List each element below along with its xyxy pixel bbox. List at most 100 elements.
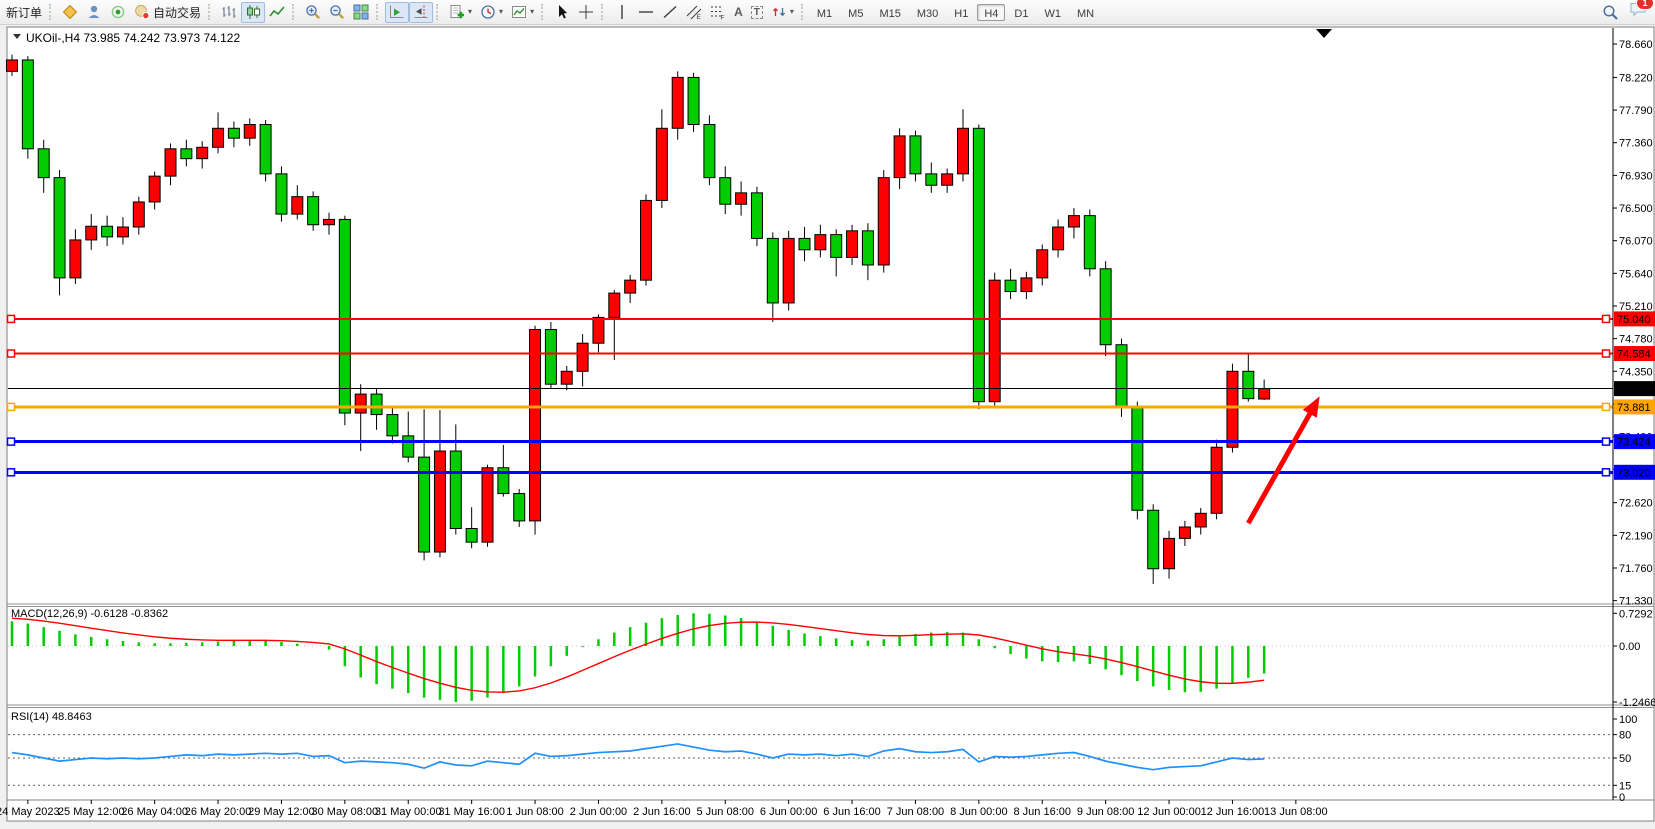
timeframe-M5[interactable]: M5: [841, 4, 870, 21]
svg-text:13 Jun 08:00: 13 Jun 08:00: [1264, 806, 1328, 818]
svg-text:74.584: 74.584: [1617, 349, 1651, 361]
hline-handle: [6, 314, 16, 324]
cursor-button[interactable]: [550, 2, 574, 23]
toolbar-grip: [541, 4, 547, 20]
macd-pane: 0.7292 0.00 -1.2466 MACD(12,26,9) -0.6128 -…: [8, 608, 1655, 709]
notifications-button[interactable]: 1: [1629, 0, 1654, 23]
horizontal-lines-layer[interactable]: [6, 314, 1614, 477]
trend-arrow-annotation[interactable]: [1246, 396, 1320, 525]
chart-title: UKOil-,H4 73.985 74.242 73.973 74.122: [13, 31, 240, 45]
equidistant-channel-button[interactable]: E: [682, 2, 706, 23]
hline-handle: [6, 437, 16, 446]
chart-shift-button[interactable]: [409, 1, 434, 23]
toolbar-grip: [436, 4, 442, 20]
svg-text:8 Jun 16:00: 8 Jun 16:00: [1014, 806, 1072, 818]
toolbar-right: 1: [1598, 0, 1654, 23]
rsi-label: RSI(14) 48.8463: [11, 711, 92, 723]
trendline-icon: [662, 4, 678, 20]
fibonacci-button[interactable]: F: [706, 2, 730, 23]
svg-text:31 May 16:00: 31 May 16:00: [438, 806, 505, 818]
svg-text:-1.2466: -1.2466: [1619, 697, 1655, 709]
svg-text:12 Jun 16:00: 12 Jun 16:00: [1201, 806, 1265, 818]
toolbar-grip: [601, 4, 607, 20]
new-order-label: 新订单: [6, 5, 43, 20]
search-button[interactable]: [1598, 2, 1623, 23]
crosshair-button[interactable]: [574, 2, 598, 23]
svg-text:31 May 00:00: 31 May 00:00: [375, 806, 442, 818]
svg-text:80: 80: [1619, 730, 1631, 742]
svg-text:6 Jun 00:00: 6 Jun 00:00: [760, 806, 818, 818]
text-label-icon: T: [750, 5, 763, 19]
metaquotes-button[interactable]: [58, 2, 82, 23]
tile-windows-button[interactable]: [349, 2, 373, 23]
candlestick-chart-button[interactable]: [241, 1, 266, 23]
community-icon: [86, 4, 102, 20]
svg-text:73.881: 73.881: [1617, 402, 1651, 414]
zoom-in-icon: [305, 4, 321, 20]
hline-handle: [6, 402, 16, 412]
new-order-button[interactable]: 新订单: [2, 2, 46, 23]
svg-text:72.620: 72.620: [1619, 498, 1653, 510]
trendline-button[interactable]: [658, 2, 682, 23]
toolbar-grip: [208, 4, 214, 20]
timeframe-W1[interactable]: W1: [1037, 4, 1068, 21]
line-chart-button[interactable]: [265, 2, 289, 23]
notification-badge: 1: [1636, 0, 1654, 10]
bar-chart-button[interactable]: [217, 2, 241, 23]
zoom-out-icon: [329, 4, 345, 20]
svg-text:26 May 04:00: 26 May 04:00: [121, 806, 188, 818]
hline-handle: [1601, 437, 1611, 446]
line-chart-icon: [269, 4, 285, 20]
horizontal-line-icon: [638, 4, 654, 20]
zoom-in-button[interactable]: [301, 2, 325, 23]
hline-handle: [1601, 314, 1611, 324]
svg-text:29 May 12:00: 29 May 12:00: [248, 806, 315, 818]
svg-text:9 Jun 08:00: 9 Jun 08:00: [1077, 806, 1135, 818]
timeframe-MN[interactable]: MN: [1070, 4, 1101, 21]
horizontal-line-button[interactable]: [634, 2, 658, 23]
hline-handle: [6, 349, 16, 358]
svg-text:78.660: 78.660: [1619, 39, 1653, 51]
price-badges: 75.040 74.584 74.122 73.881 73.424 73.020: [1614, 311, 1655, 480]
cursor-icon: [554, 4, 570, 20]
svg-text:73.020: 73.020: [1617, 467, 1651, 479]
timeframe-M1[interactable]: M1: [810, 4, 839, 21]
svg-text:25 May 12:00: 25 May 12:00: [58, 806, 125, 818]
signals-button[interactable]: [106, 2, 130, 23]
text-label-button[interactable]: T: [747, 2, 767, 23]
autotrade-icon: [134, 4, 150, 20]
chart-shift-marker[interactable]: [1316, 29, 1332, 38]
svg-text:12 Jun 00:00: 12 Jun 00:00: [1137, 806, 1201, 818]
svg-text:7 Jun 08:00: 7 Jun 08:00: [887, 806, 945, 818]
chart-shift-icon: [413, 4, 429, 20]
svg-text:71.760: 71.760: [1619, 563, 1653, 575]
timeframe-H1[interactable]: H1: [947, 4, 975, 21]
indicators-button[interactable]: ▾: [445, 2, 476, 23]
autotrade-button[interactable]: 自动交易: [130, 2, 205, 23]
zoom-out-button[interactable]: [325, 2, 349, 23]
community-button[interactable]: [82, 2, 106, 23]
periods-button[interactable]: ▾: [476, 2, 507, 23]
text-button[interactable]: A: [730, 2, 747, 23]
chevron-down-icon: ▾: [499, 7, 504, 16]
svg-text:71.330: 71.330: [1619, 596, 1653, 608]
text-icon: A: [734, 5, 743, 19]
timeframe-H4[interactable]: H4: [977, 3, 1006, 21]
arrow-tools-icon: [771, 4, 787, 20]
timeframe-D1[interactable]: D1: [1007, 4, 1035, 21]
templates-button[interactable]: ▾: [507, 2, 538, 23]
timeframe-M30[interactable]: M30: [910, 4, 945, 21]
timeframe-M15[interactable]: M15: [872, 4, 907, 21]
toolbar: 新订单 自动交易 ▾ ▾ ▾ E F A T ▾ M1 M5 M15 M30 H1 H4 D…: [0, 0, 1655, 25]
auto-scroll-button[interactable]: [385, 1, 410, 23]
search-icon: [1602, 4, 1619, 21]
arrow-tools-button[interactable]: ▾: [767, 2, 798, 23]
candlestick-chart-icon: [245, 4, 261, 20]
vertical-line-button[interactable]: [610, 2, 634, 23]
svg-text:74.350: 74.350: [1619, 366, 1653, 378]
bar-chart-icon: [221, 4, 237, 20]
svg-text:24 May 2023: 24 May 2023: [0, 806, 60, 818]
